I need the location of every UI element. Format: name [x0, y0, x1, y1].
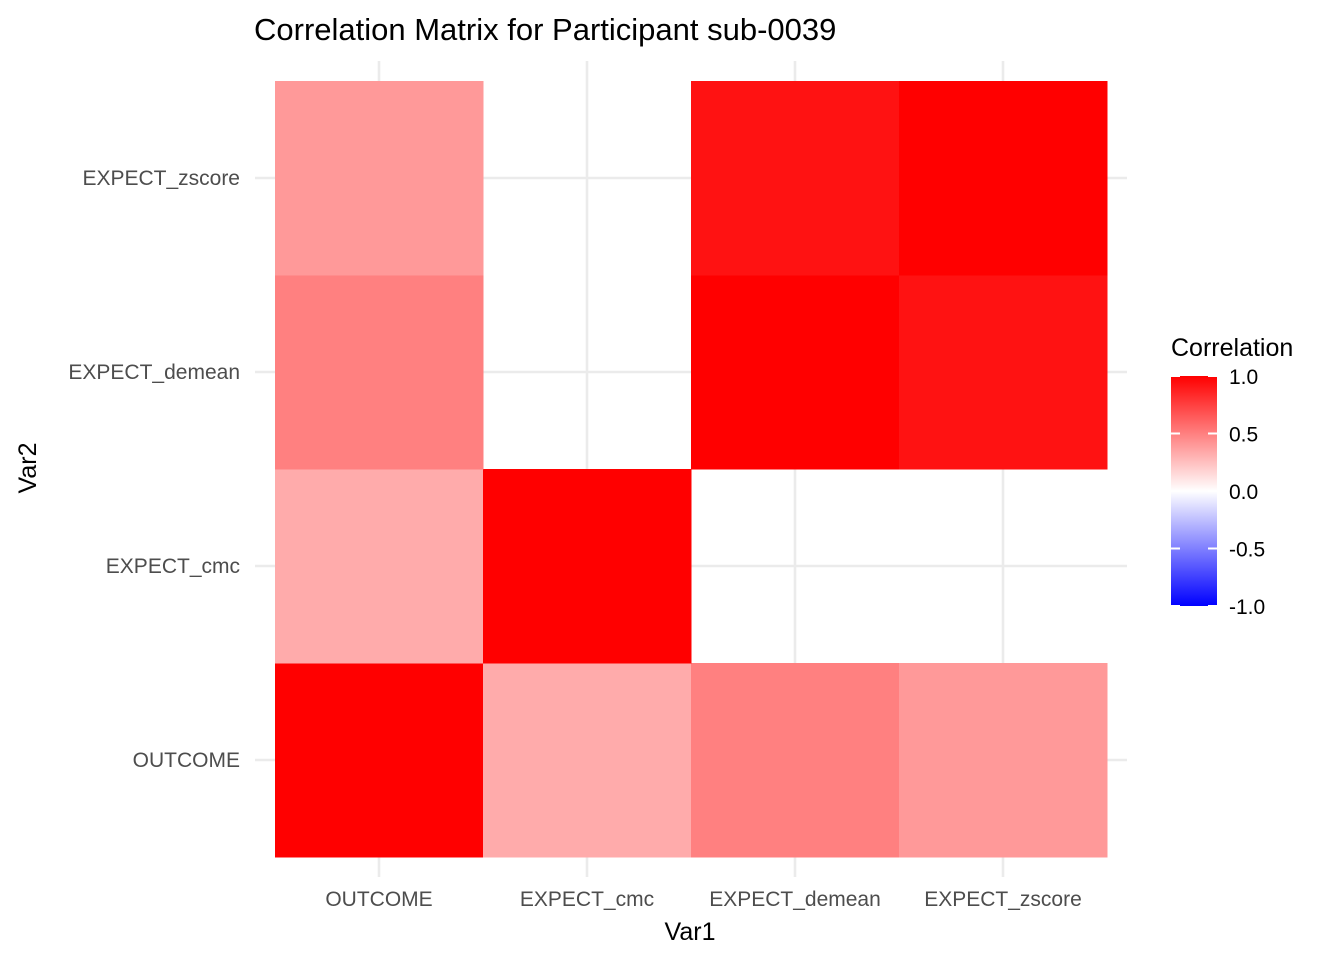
- heatmap-cell-EXPECT_zscore-EXPECT_demean: [899, 275, 1108, 470]
- y-tick-label: OUTCOME: [133, 749, 240, 772]
- y-axis-title: Var2: [14, 443, 42, 494]
- legend-tick-label: 1.0: [1229, 366, 1258, 389]
- heatmap-cell-OUTCOME-EXPECT_zscore: [275, 81, 484, 276]
- legend-tick-label: 0.0: [1229, 481, 1258, 504]
- heatmap-cell-OUTCOME-EXPECT_demean: [275, 275, 484, 470]
- x-axis-title: Var1: [665, 918, 716, 946]
- chart-title: Correlation Matrix for Participant sub-0…: [254, 12, 836, 47]
- legend-ticks: 1.0 0.5 0.0 -0.5 -1.0: [1171, 366, 1265, 619]
- heatmap-cells: [275, 81, 1108, 858]
- heatmap-cell-EXPECT_cmc-EXPECT_cmc: [483, 469, 692, 664]
- heatmap-cell-EXPECT_demean-EXPECT_zscore: [691, 81, 900, 276]
- x-axis-tick-labels: OUTCOME EXPECT_cmc EXPECT_demean EXPECT_zsc…: [325, 888, 1081, 911]
- heatmap-cell-OUTCOME-EXPECT_cmc: [275, 469, 484, 664]
- x-tick-label: EXPECT_cmc: [520, 888, 654, 911]
- heatmap-cell-EXPECT_demean-OUTCOME: [691, 663, 900, 858]
- heatmap-cell-EXPECT_demean-EXPECT_demean: [691, 275, 900, 470]
- y-tick-label: EXPECT_cmc: [106, 555, 240, 578]
- y-axis-tick-labels: OUTCOME EXPECT_cmc EXPECT_demean EXPECT_zsc…: [68, 167, 240, 772]
- y-tick-label: EXPECT_demean: [68, 361, 240, 384]
- heatmap-cell-EXPECT_zscore-OUTCOME: [899, 663, 1108, 858]
- x-tick-label: OUTCOME: [325, 888, 432, 911]
- legend-tick-label: 0.5: [1229, 424, 1258, 447]
- heatmap-cell-EXPECT_zscore-EXPECT_zscore: [899, 81, 1108, 276]
- legend-tick-label: -1.0: [1229, 596, 1265, 619]
- x-tick-label: EXPECT_demean: [709, 888, 881, 911]
- heatmap-cell-OUTCOME-OUTCOME: [275, 663, 484, 858]
- color-legend: Correlation 1.0 0.5 0.0 -0.5 -1.0: [1171, 334, 1293, 619]
- x-tick-label: EXPECT_zscore: [924, 888, 1082, 911]
- legend-tick-label: -0.5: [1229, 539, 1265, 562]
- legend-title: Correlation: [1171, 334, 1293, 362]
- y-tick-label: EXPECT_zscore: [82, 167, 240, 190]
- heatmap-cell-EXPECT_cmc-OUTCOME: [483, 663, 692, 858]
